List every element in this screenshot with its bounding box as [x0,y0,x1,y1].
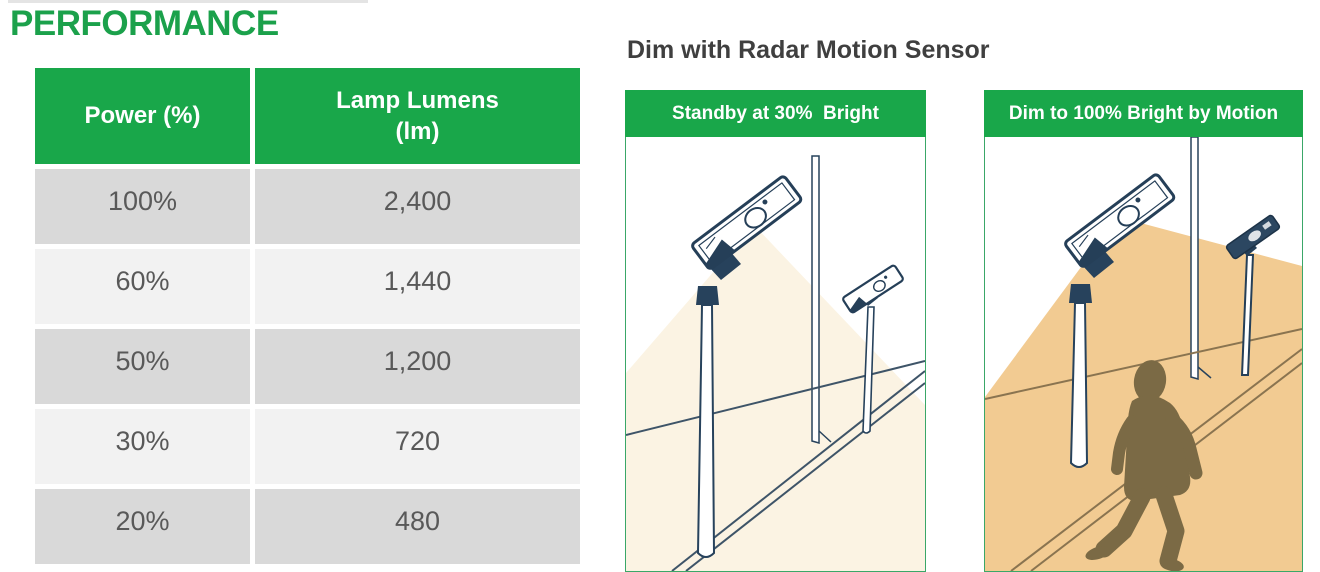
table-header-power: Power (%) [35,68,250,164]
standby-scene-icon [626,155,925,571]
motion-panel-title: Dim to 100% Bright by Motion [984,90,1303,137]
background-pole-icon [811,155,832,444]
solar-streetlight-icon [691,175,803,558]
performance-table: Power (%) Lamp Lumens (lm) 100% 2,400 60… [35,68,580,564]
table-cell-power-3: 30% [35,409,250,484]
motion-panel: Dim to 100% Bright by Motion [984,90,1303,572]
table-header-lumens-line2: (lm) [395,118,440,145]
motion-panel-illustration [984,137,1303,572]
table-header-lumens: Lamp Lumens (lm) [255,68,580,164]
table-cell-lumens-2: 1,200 [255,329,580,404]
table-cell-lumens-0: 2,400 [255,169,580,244]
top-edge-artifact [8,0,368,3]
walking-person-icon [1085,360,1203,571]
distant-streetlight-icon [1225,214,1281,376]
performance-title: PERFORMANCE [10,4,279,43]
table-cell-power-4: 20% [35,489,250,564]
table-cell-lumens-3: 720 [255,409,580,484]
table-cell-power-1: 60% [35,249,250,324]
table-cell-lumens-4: 480 [255,489,580,564]
table-header-lumens-line1: Lamp Lumens [336,86,499,114]
standby-panel: Standby at 30% Bright [625,90,926,572]
table-cell-lumens-1: 1,440 [255,249,580,324]
distant-streetlight-icon [842,264,904,434]
motion-scene-icon [985,137,1302,571]
radar-section-heading: Dim with Radar Motion Sensor [627,36,990,64]
solar-streetlight-icon [1064,173,1176,468]
background-pole-icon [1190,137,1212,380]
table-cell-power-2: 50% [35,329,250,404]
table-cell-power-0: 100% [35,169,250,244]
standby-panel-illustration [625,137,926,572]
standby-panel-title: Standby at 30% Bright [625,90,926,137]
